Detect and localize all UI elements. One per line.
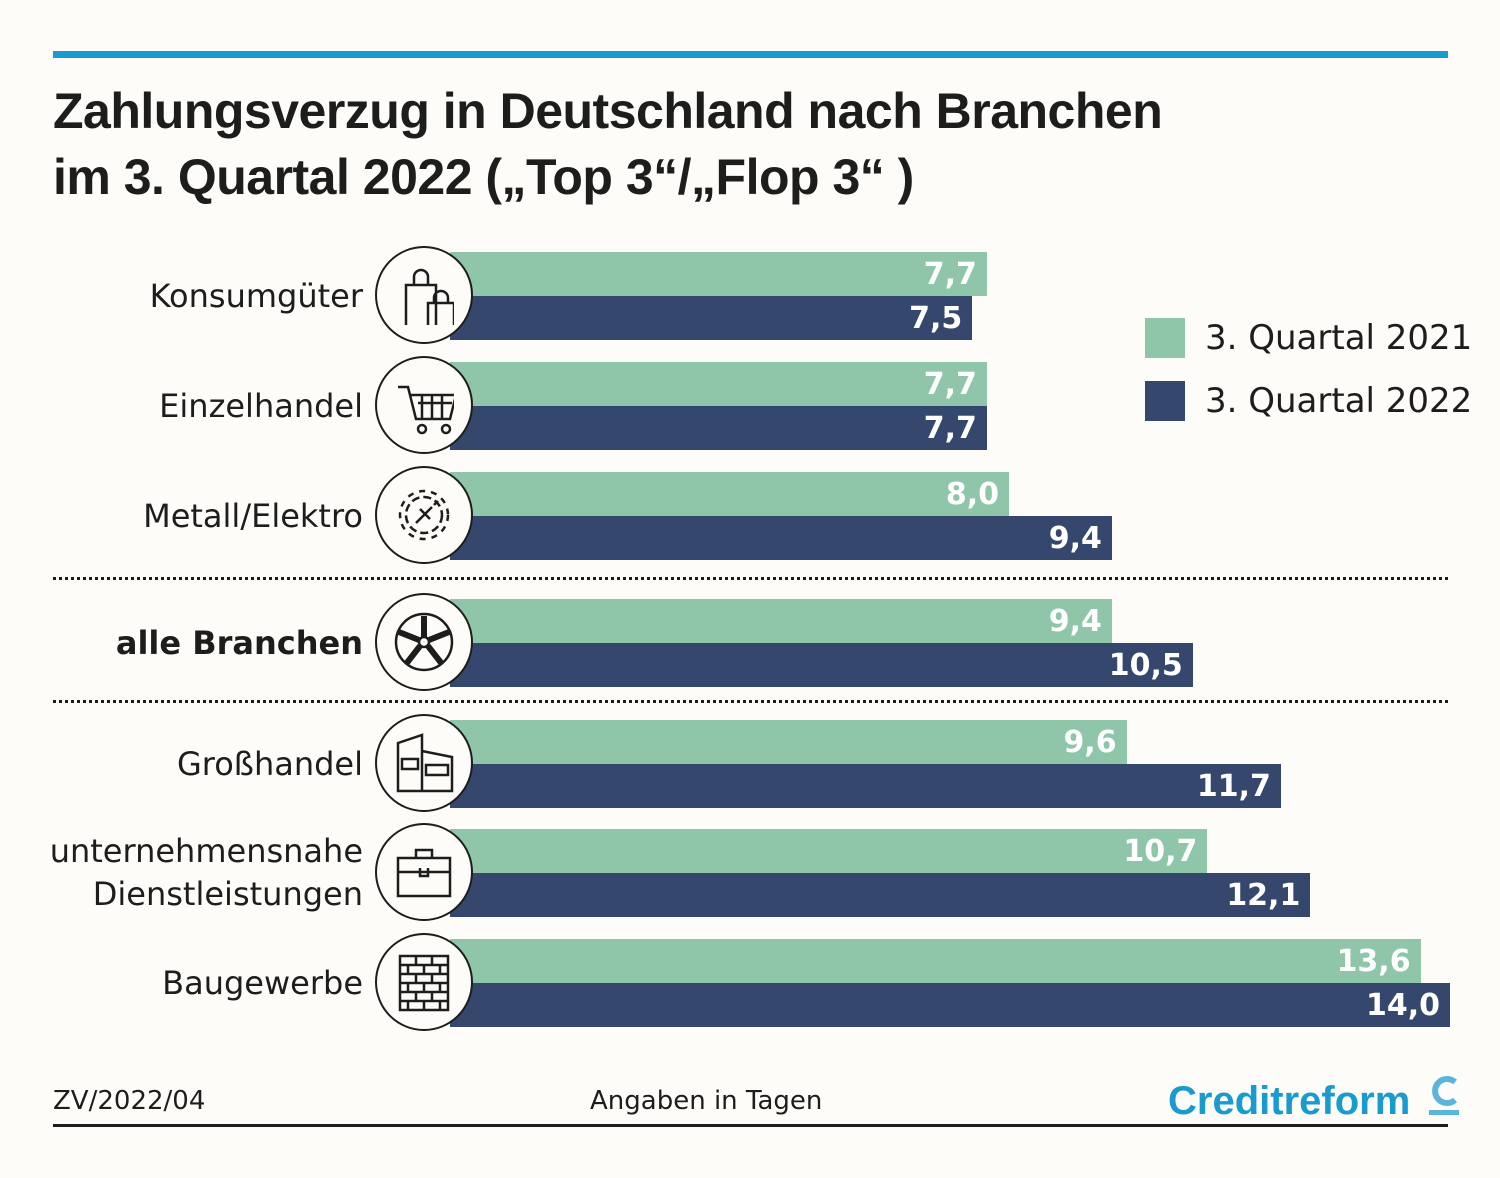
value-label: 9,4 xyxy=(1048,521,1102,556)
value-label: 7,5 xyxy=(909,301,963,336)
top-accent-line xyxy=(53,51,1448,58)
value-label: 14,0 xyxy=(1365,988,1440,1023)
value-label: 9,4 xyxy=(1048,604,1102,639)
value-label: 12,1 xyxy=(1226,878,1301,913)
footer-code: ZV/2022/04 xyxy=(53,1086,206,1116)
category-label-line: Dienstleistungen xyxy=(92,875,363,913)
divider-dotted xyxy=(53,577,1448,580)
value-label: 11,7 xyxy=(1196,769,1271,804)
bar-2022 xyxy=(450,873,1311,917)
title-line-1: Zahlungsverzug in Deutschland nach Branc… xyxy=(53,83,1163,139)
bar-2022 xyxy=(450,764,1281,808)
bar-2021 xyxy=(450,362,987,406)
chart-title: Zahlungsverzug in Deutschland nach Branc… xyxy=(53,78,1163,210)
bar-2022 xyxy=(450,643,1193,687)
category-label-line: Großhandel xyxy=(176,744,363,783)
category-label-line: Baugewerbe xyxy=(162,963,363,1002)
category-label-line: Metall/Elektro xyxy=(143,496,363,535)
bar-2021 xyxy=(450,599,1112,643)
value-label: 7,7 xyxy=(923,411,977,446)
category-label: Metall/Elektro xyxy=(143,495,363,538)
value-label: 7,7 xyxy=(923,367,977,402)
category-label-line: Konsumgüter xyxy=(149,276,363,315)
bottom-line xyxy=(53,1124,1448,1127)
category-label: unternehmensnahe Dienstleistungen xyxy=(50,830,363,916)
bar-2022 xyxy=(450,983,1450,1027)
legend-swatch-2021 xyxy=(1145,318,1185,358)
bar-2021 xyxy=(450,472,1009,516)
logo-c-icon xyxy=(1429,1076,1460,1115)
bar-2021 xyxy=(450,720,1127,764)
category-label: Konsumgüter xyxy=(150,275,363,318)
category-label-line: alle Branchen xyxy=(115,623,363,662)
briefcase-icon xyxy=(375,823,473,921)
gear-plug-icon xyxy=(375,466,473,564)
title-line-2: im 3. Quartal 2022 („Top 3“/„Flop 3“ ) xyxy=(53,149,914,205)
value-label: 10,7 xyxy=(1123,834,1198,869)
legend-label-2021: 3. Quartal 2021 xyxy=(1205,318,1473,358)
value-label: 8,0 xyxy=(945,477,999,512)
category-label: alle Branchen xyxy=(116,622,363,665)
legend-label-2022: 3. Quartal 2022 xyxy=(1205,381,1473,421)
value-label: 7,7 xyxy=(923,257,977,292)
value-label: 13,6 xyxy=(1336,944,1411,979)
footer-unit-note: Angaben in Tagen xyxy=(590,1086,823,1116)
shopping-bags-icon xyxy=(375,246,473,344)
category-label-line: Einzelhandel xyxy=(159,386,363,425)
divider-dotted xyxy=(53,700,1448,703)
value-label: 10,5 xyxy=(1108,648,1183,683)
shopping-cart-icon xyxy=(375,356,473,454)
category-label: Großhandel xyxy=(177,743,363,786)
category-label: Baugewerbe xyxy=(162,962,363,1005)
bar-2022 xyxy=(450,406,987,450)
logo-text: Creditreform xyxy=(1168,1079,1411,1123)
legend-swatch-2022 xyxy=(1145,381,1185,421)
category-label: Einzelhandel xyxy=(159,385,363,428)
bar-2022 xyxy=(450,516,1112,560)
bar-2021 xyxy=(450,939,1421,983)
bar-2021 xyxy=(450,829,1208,873)
creditreform-logo: Creditreform xyxy=(1168,1074,1461,1124)
value-label: 9,6 xyxy=(1063,725,1117,760)
bar-2022 xyxy=(450,296,973,340)
bar-2021 xyxy=(450,252,987,296)
warehouse-icon xyxy=(375,714,473,812)
brick-wall-icon xyxy=(375,933,473,1031)
wheel-icon xyxy=(375,593,473,691)
category-label-line: unternehmensnahe xyxy=(49,832,363,870)
